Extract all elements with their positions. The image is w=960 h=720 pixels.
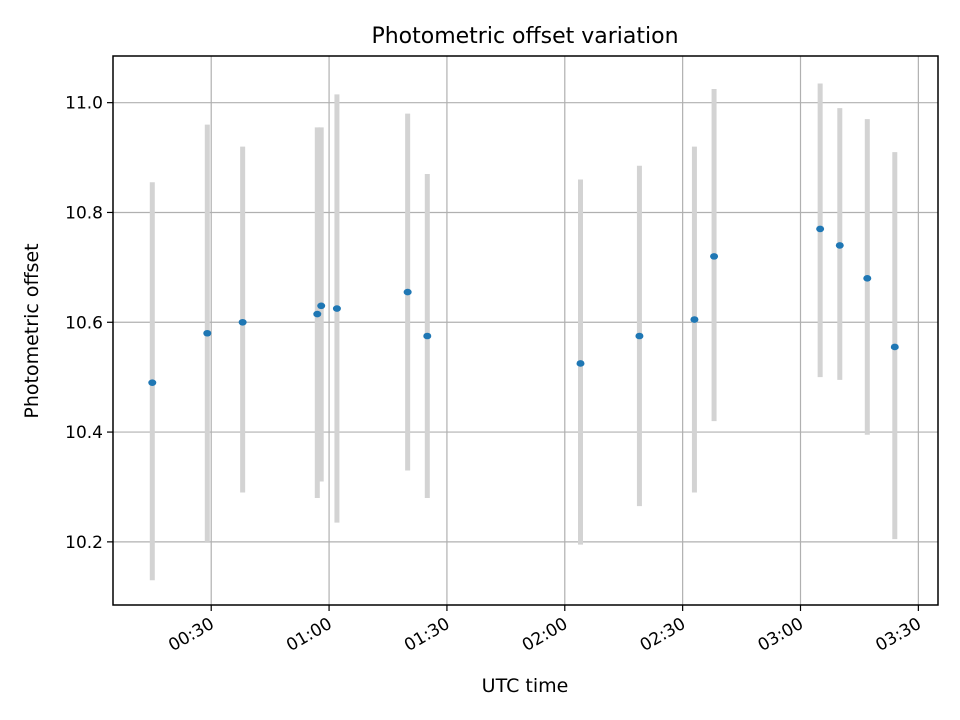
point-layer [148, 225, 899, 386]
y-tick-label: 10.2 [65, 533, 103, 553]
axis-layer: 00:30 01:00 01:30 02:00 02:30 03:00 03:30 10.2 1… [65, 94, 925, 656]
data-point [317, 302, 326, 310]
chart-title: Photometric offset variation [371, 24, 678, 49]
x-tick-label: 01:30 [401, 614, 453, 656]
data-point [403, 288, 412, 296]
data-point [238, 318, 247, 326]
x-tick-label: 03:30 [872, 614, 924, 656]
data-point [863, 275, 872, 282]
data-point [203, 329, 212, 337]
y-tick-label: 10.8 [65, 203, 103, 223]
y-axis-label: Photometric offset [21, 243, 43, 418]
x-tick-label: 02:30 [637, 614, 689, 656]
x-tick-label: 02:00 [519, 614, 571, 656]
data-point [313, 310, 322, 318]
errorbar-layer [149, 83, 898, 581]
data-point [576, 360, 585, 367]
data-point [835, 242, 844, 249]
y-tick-label: 10.6 [65, 313, 103, 333]
x-tick-label: 03:00 [755, 614, 807, 656]
data-point [332, 305, 341, 312]
data-point [423, 332, 432, 340]
y-tick-label: 10.4 [65, 423, 103, 443]
data-point [690, 316, 699, 323]
grid-layer [113, 56, 938, 605]
x-tick-label: 01:00 [283, 614, 335, 656]
data-point [148, 379, 157, 386]
x-tick-label: 00:30 [165, 614, 217, 656]
data-point [710, 253, 719, 260]
data-point [635, 332, 644, 340]
y-tick-label: 11.0 [65, 94, 103, 114]
data-point [890, 343, 899, 351]
data-point [816, 225, 825, 233]
plot-frame [112, 55, 939, 606]
x-axis-label: UTC time [482, 675, 569, 697]
